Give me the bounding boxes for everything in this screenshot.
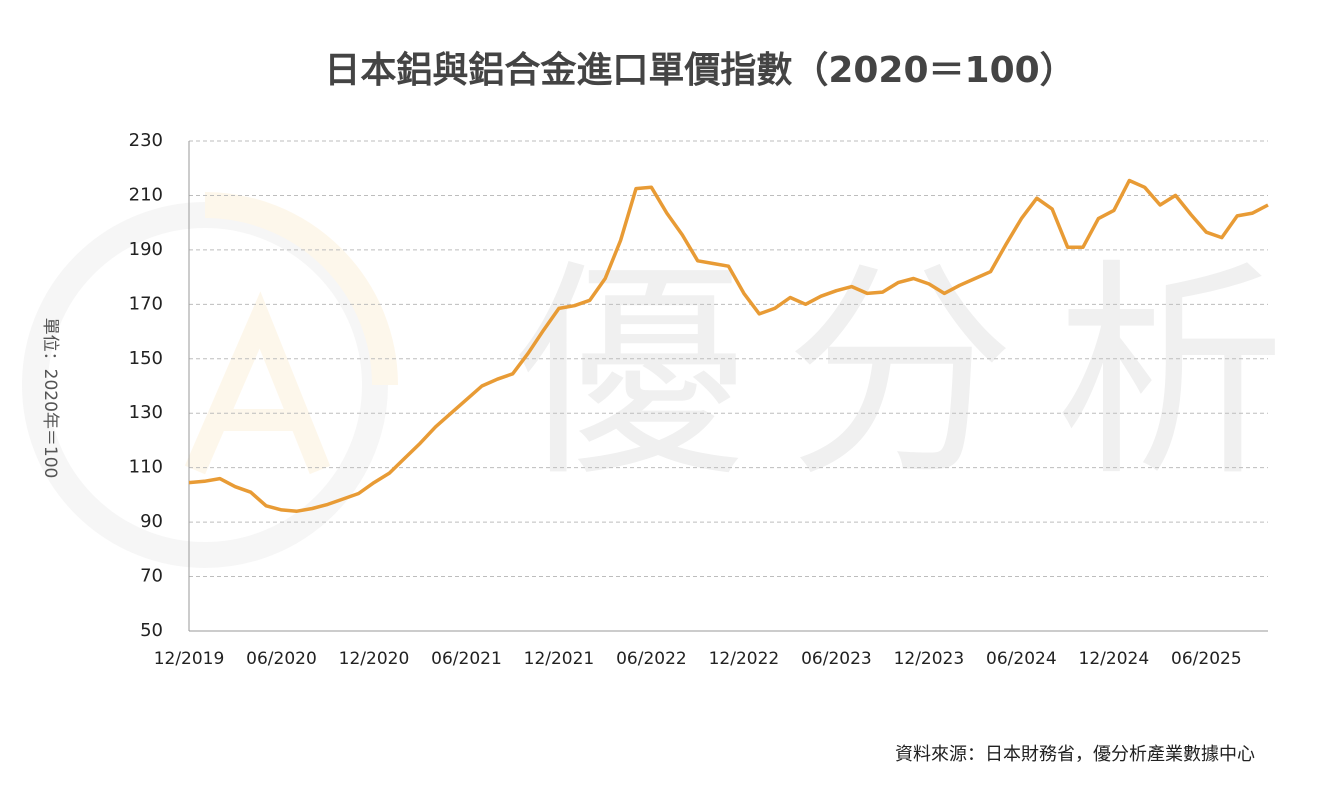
y-tick-label: 210 <box>129 184 163 205</box>
x-tick-label: 12/2023 <box>894 649 965 669</box>
y-tick-label: 50 <box>140 620 163 641</box>
y-tick-label: 90 <box>140 511 163 532</box>
y-tick-label: 130 <box>129 402 163 423</box>
x-tick-label: 12/2020 <box>339 649 410 669</box>
data-line <box>188 178 1269 513</box>
chart-title: 日本鋁與鋁合金進口單價指數（2020＝100） <box>324 49 1075 91</box>
watermark-logo <box>22 192 398 568</box>
logo-a <box>184 291 331 475</box>
x-tick-label: 12/2022 <box>709 649 780 669</box>
x-tick-label: 06/2024 <box>986 649 1057 669</box>
source-note: 資料來源：日本財務省，優分析產業數據中心 <box>895 744 1255 765</box>
x-tick-label: 12/2021 <box>524 649 595 669</box>
y-tick-label: 70 <box>140 566 163 587</box>
y-axis-label: 單位：2020年＝100 <box>40 318 60 479</box>
x-tick-label: 12/2019 <box>154 649 225 669</box>
watermark-text: 優分析 <box>515 241 1317 508</box>
y-tick-label: 230 <box>129 130 163 151</box>
x-tick-label: 06/2023 <box>801 649 872 669</box>
x-tick-label: 06/2020 <box>246 649 317 669</box>
x-tick-label: 12/2024 <box>1079 649 1150 669</box>
logo-arc <box>204 192 398 386</box>
x-tick-label: 06/2021 <box>431 649 502 669</box>
y-tick-label: 110 <box>129 457 163 478</box>
x-tick-label: 06/2025 <box>1171 649 1242 669</box>
y-tick-label: 190 <box>129 239 163 260</box>
x-tick-label: 06/2022 <box>616 649 687 669</box>
y-tick-label: 170 <box>129 293 163 314</box>
y-tick-label: 150 <box>129 348 163 369</box>
